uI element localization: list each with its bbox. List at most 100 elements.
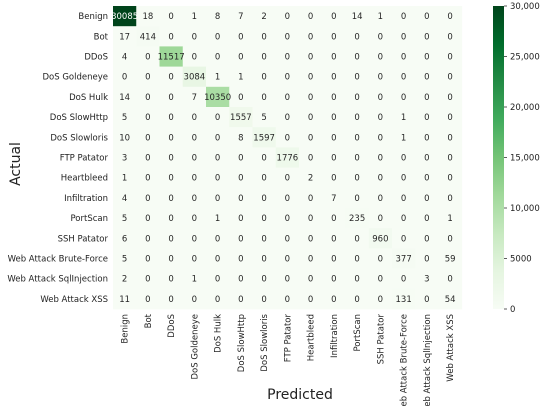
- heatmap-cell: [159, 248, 184, 269]
- colorbar-tick-label: 0: [510, 305, 515, 315]
- heatmap-cell-value: 0: [378, 174, 383, 184]
- x-tick-label: Heartbleed: [307, 314, 317, 361]
- heatmap-cell: [299, 288, 323, 310]
- heatmap-cell: [206, 248, 230, 269]
- heatmap-cell-value: 0: [401, 32, 406, 42]
- heatmap-cell: [368, 268, 393, 290]
- heatmap-cell: [206, 127, 230, 148]
- heatmap-cell: [415, 127, 439, 148]
- heatmap-cell-value: 0: [401, 73, 406, 83]
- heatmap-cell-value: 0: [447, 113, 452, 123]
- heatmap-cell-value: 0: [378, 275, 383, 285]
- heatmap-cell: [392, 288, 416, 310]
- heatmap-cell: [415, 6, 439, 27]
- heatmap-cell: [345, 167, 370, 189]
- y-tick-label: Benign: [78, 12, 108, 22]
- heatmap-cell: [368, 167, 393, 189]
- x-tick-label: Infiltration: [330, 314, 340, 358]
- heatmap-cell-value: 0: [331, 295, 336, 305]
- heatmap-cell-value: 0: [401, 53, 406, 63]
- heatmap-cell-value: 0: [168, 113, 173, 123]
- heatmap-cell: [159, 46, 184, 67]
- heatmap-cell-value: 0: [354, 133, 359, 143]
- colorbar-gradient: [493, 6, 504, 309]
- heatmap-cell: [299, 248, 323, 269]
- heatmap-cell: [159, 187, 184, 209]
- heatmap-cell: [415, 268, 439, 290]
- heatmap-cell: [252, 208, 277, 229]
- heatmap-cell-value: 1776: [277, 154, 299, 164]
- heatmap-cell-value: 0: [354, 174, 359, 184]
- heatmap-cell-value: 0: [401, 12, 406, 22]
- heatmap-cell: [368, 288, 393, 310]
- heatmap-cell-value: 7: [192, 93, 197, 103]
- heatmap-cell: [206, 187, 230, 209]
- heatmap-cell-value: 1: [192, 275, 197, 285]
- heatmap-cell-value: 0: [447, 234, 452, 244]
- heatmap-cell: [159, 26, 184, 47]
- heatmap-cell: [159, 268, 184, 290]
- heatmap-cell-value: 0: [401, 93, 406, 103]
- heatmap-cell-value: 30085: [111, 12, 138, 22]
- heatmap-cell-value: 0: [401, 214, 406, 224]
- heatmap-cell: [113, 288, 137, 310]
- heatmap-cell: [229, 86, 253, 108]
- heatmap-cell: [368, 208, 393, 229]
- heatmap-cell-value: 0: [261, 53, 266, 63]
- heatmap-cell: [136, 187, 160, 209]
- heatmap-cell-value: 0: [122, 73, 127, 83]
- y-tick-label: DoS Goldeneye: [43, 73, 109, 83]
- heatmap-cell-value: 0: [215, 275, 220, 285]
- heatmap-cell-value: 0: [285, 32, 290, 42]
- heatmap-cell-value: 3: [122, 154, 127, 164]
- heatmap-cell: [392, 26, 416, 47]
- heatmap-cell: [392, 46, 416, 67]
- heatmap-cell-value: 0: [145, 275, 150, 285]
- heatmap-cells: [113, 6, 463, 310]
- heatmap-cell-value: 0: [308, 234, 313, 244]
- heatmap-cell: [182, 208, 207, 229]
- heatmap-cell-value: 0: [378, 255, 383, 265]
- heatmap-cell: [113, 187, 137, 209]
- heatmap-cell-value: 0: [238, 214, 243, 224]
- x-tick-label: FTP Patator: [283, 314, 293, 363]
- heatmap-cell-value: 5: [122, 255, 127, 265]
- heatmap-cell: [275, 66, 300, 88]
- y-tick-label: DDoS: [84, 53, 108, 63]
- colorbar-tick-label: 25,000: [510, 53, 540, 63]
- heatmap-cell-value: 0: [424, 154, 429, 164]
- heatmap-cell: [345, 46, 370, 67]
- heatmap-cell-value: 0: [285, 174, 290, 184]
- heatmap-cell: [415, 288, 439, 310]
- heatmap-cell: [392, 6, 416, 27]
- heatmap-cell-value: 0: [424, 255, 429, 265]
- heatmap-cell-value: 11517: [158, 53, 185, 63]
- y-tick-label: PortScan: [70, 214, 108, 224]
- heatmap-cell-value: 0: [238, 194, 243, 204]
- heatmap-cell: [182, 107, 207, 128]
- heatmap-cell-value: 960: [372, 234, 388, 244]
- heatmap-cell-value: 0: [424, 73, 429, 83]
- heatmap-cell: [368, 6, 393, 27]
- heatmap-cell: [159, 288, 184, 310]
- heatmap-cell: [252, 86, 277, 108]
- heatmap-cell: [113, 228, 137, 249]
- y-tick-label: Heartbleed: [61, 174, 108, 184]
- heatmap-cell: [182, 147, 207, 168]
- heatmap-cell-value: 0: [192, 255, 197, 265]
- heatmap-cell: [206, 86, 230, 108]
- heatmap-cell-value: 0: [285, 133, 290, 143]
- heatmap-cell: [299, 107, 323, 128]
- heatmap-cell: [229, 268, 253, 290]
- heatmap-cell-value: 0: [447, 133, 452, 143]
- heatmap-cell: [368, 147, 393, 168]
- heatmap-cell-value: 3084: [184, 73, 206, 83]
- heatmap-cell-value: 0: [424, 93, 429, 103]
- heatmap-cell: [322, 127, 346, 148]
- heatmap-cell: [392, 187, 416, 209]
- heatmap-cell: [438, 66, 463, 88]
- heatmap-cell-value: 0: [285, 12, 290, 22]
- heatmap-cell-value: 0: [261, 93, 266, 103]
- heatmap-cell: [159, 127, 184, 148]
- heatmap-cell: [136, 46, 160, 67]
